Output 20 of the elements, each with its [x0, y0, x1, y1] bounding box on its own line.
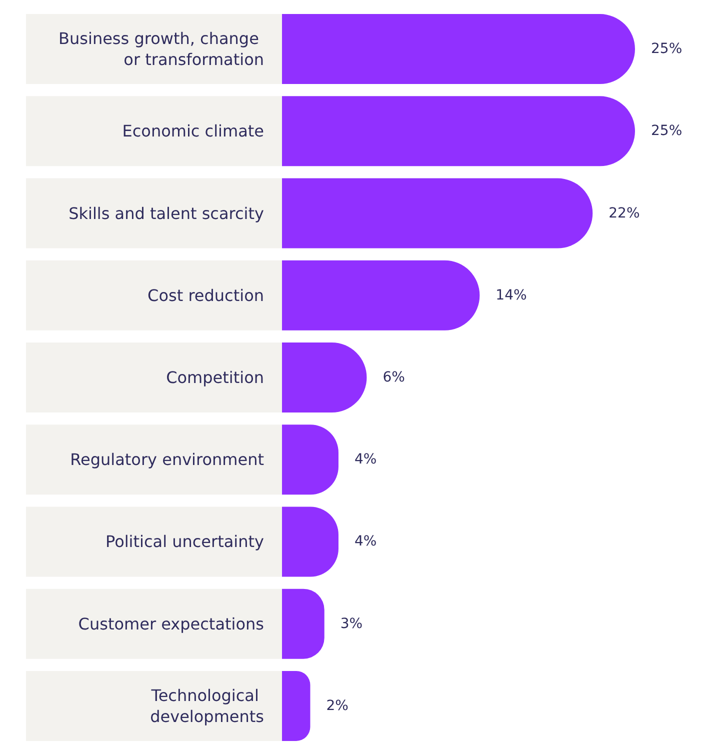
y-tick-label: Cost reduction: [148, 286, 264, 305]
bar: [282, 588, 324, 659]
y-tick-label: Technological developments: [150, 686, 264, 726]
y-tick-label: Regulatory environment: [70, 450, 264, 470]
data-label: 6%: [382, 370, 405, 386]
data-label: 22%: [608, 205, 640, 222]
data-label: 2%: [326, 698, 348, 714]
data-label: 4%: [354, 534, 377, 550]
y-tick-label: Competition: [166, 368, 264, 387]
data-label: 14%: [496, 287, 527, 304]
data-label: 25%: [651, 41, 682, 58]
data-label: 25%: [651, 123, 682, 140]
y-tick-label: Economic climate: [122, 122, 264, 141]
data-label: 4%: [354, 452, 377, 468]
y-tick-label: Skills and talent scarcity: [68, 204, 264, 223]
y-tick-label: Customer expectations: [78, 614, 264, 634]
y-tick-label: Political uncertainty: [105, 532, 264, 552]
bar: [282, 670, 310, 741]
y-tick-label: Business growth, change or transformation: [58, 29, 264, 70]
data-label: 3%: [340, 616, 363, 632]
